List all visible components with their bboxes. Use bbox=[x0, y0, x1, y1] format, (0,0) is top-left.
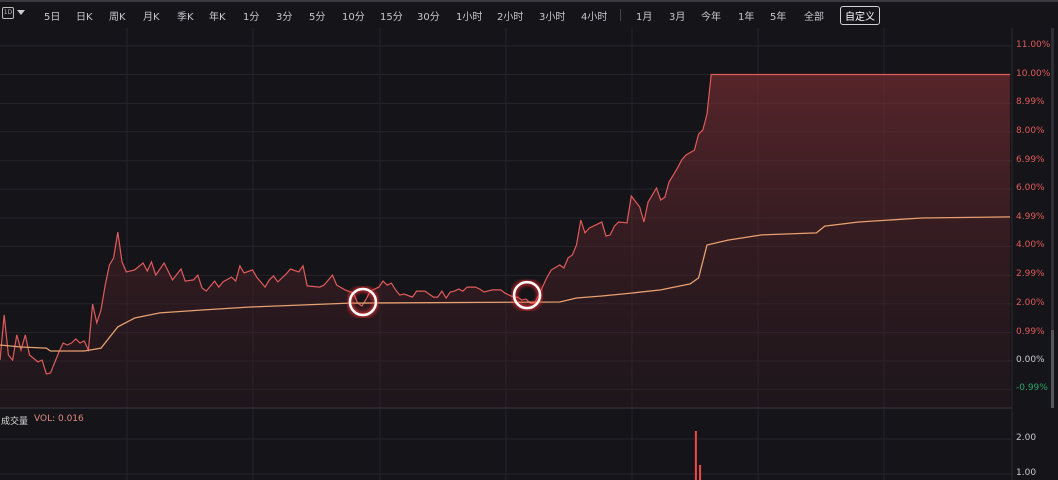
y-tick-label: 6.99% bbox=[1016, 154, 1045, 165]
price-area-fill bbox=[0, 74, 1010, 408]
y-tick-label: 11.00% bbox=[1016, 39, 1051, 50]
period-tab-19[interactable]: 1年 bbox=[738, 12, 755, 23]
period-tab-7[interactable]: 3分 bbox=[276, 12, 293, 23]
highlight-circle bbox=[512, 280, 542, 310]
scrollbar-thumb[interactable] bbox=[1051, 330, 1054, 408]
period-tab-12[interactable]: 1小时 bbox=[456, 12, 483, 23]
period-tab-4[interactable]: 季K bbox=[177, 12, 194, 23]
average-price-line bbox=[0, 216, 1011, 352]
volume-value: VOL: 0.016 bbox=[34, 414, 84, 424]
period-tab-1[interactable]: 日K bbox=[76, 12, 93, 23]
period-tab-8[interactable]: 5分 bbox=[309, 12, 326, 23]
y-tick-label: 4.99% bbox=[1016, 212, 1045, 223]
y-tick-label: 8.99% bbox=[1016, 97, 1045, 108]
period-tab-2[interactable]: 周K bbox=[109, 12, 126, 23]
period-tab-6[interactable]: 1分 bbox=[243, 12, 260, 23]
period-toolbar: 1D 5日 日K 周K 月K 季K 年K 1分 3分 5分 10分 15分 30分 1小时 2小时 3小时 4… bbox=[0, 0, 1058, 28]
period-tab-9[interactable]: 10分 bbox=[342, 12, 365, 23]
period-tab-15[interactable]: 4小时 bbox=[581, 12, 608, 23]
y-tick-label: 10.00% bbox=[1016, 68, 1051, 79]
volume-title: 成交量 bbox=[1, 417, 29, 427]
period-tab-11[interactable]: 30分 bbox=[417, 12, 440, 23]
period-tab-17[interactable]: 3月 bbox=[669, 12, 686, 23]
period-tab-13[interactable]: 2小时 bbox=[497, 12, 524, 23]
toolbar-divider bbox=[620, 9, 621, 21]
period-tab-10[interactable]: 15分 bbox=[380, 12, 403, 23]
y-tick-label: 6.00% bbox=[1016, 183, 1045, 194]
period-tab-14[interactable]: 3小时 bbox=[539, 12, 566, 23]
volume-bar bbox=[699, 464, 702, 480]
price-line bbox=[0, 73, 1010, 375]
y-tick-label: 0.99% bbox=[1016, 326, 1045, 337]
y-tick-label: 8.00% bbox=[1016, 125, 1045, 136]
chevron-down-icon[interactable] bbox=[17, 10, 25, 15]
y-tick-label: 2.00% bbox=[1016, 297, 1045, 308]
layout-icon[interactable]: 1D bbox=[2, 7, 14, 19]
highlight-circle bbox=[348, 287, 378, 317]
y-tick-label: -0.99% bbox=[1016, 383, 1048, 394]
period-tab-3[interactable]: 月K bbox=[143, 12, 160, 23]
volume-tick-label: 1.00 bbox=[1016, 468, 1037, 478]
volume-bar bbox=[694, 430, 697, 480]
period-tab-5[interactable]: 年K bbox=[209, 12, 226, 23]
period-tab-21[interactable]: 全部 bbox=[804, 12, 824, 23]
y-tick-label: 0.00% bbox=[1016, 355, 1045, 365]
volume-tick-label: 2.00 bbox=[1016, 433, 1037, 443]
y-tick-label: 4.00% bbox=[1016, 240, 1045, 251]
y-tick-label: 2.99% bbox=[1016, 269, 1045, 280]
period-tab-18[interactable]: 今年 bbox=[701, 12, 721, 23]
scrollbar[interactable] bbox=[1051, 28, 1054, 408]
period-tab-16[interactable]: 1月 bbox=[636, 12, 653, 23]
period-tab-22[interactable]: 自定义 bbox=[840, 6, 880, 25]
period-tab-0[interactable]: 5日 bbox=[44, 12, 61, 23]
period-tab-20[interactable]: 5年 bbox=[770, 12, 787, 23]
